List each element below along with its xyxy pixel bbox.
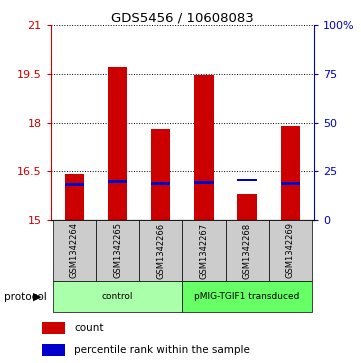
Bar	[139, 220, 182, 281]
Bar	[280, 182, 300, 185]
Bar	[194, 181, 214, 184]
Text: percentile rank within the sample: percentile rank within the sample	[74, 345, 250, 355]
Text: control: control	[102, 292, 133, 301]
Text: GSM1342266: GSM1342266	[156, 223, 165, 278]
Bar	[269, 220, 312, 281]
Bar	[238, 194, 257, 220]
Bar	[65, 174, 84, 220]
Title: GDS5456 / 10608083: GDS5456 / 10608083	[111, 11, 254, 24]
Bar	[65, 183, 84, 186]
Bar	[108, 180, 127, 183]
Bar	[53, 220, 96, 281]
Text: count: count	[74, 323, 104, 333]
Bar	[226, 220, 269, 281]
Bar	[43, 344, 65, 356]
Bar	[182, 220, 226, 281]
Text: pMIG-TGIF1 transduced: pMIG-TGIF1 transduced	[195, 292, 300, 301]
Bar	[151, 129, 170, 220]
Bar	[53, 281, 182, 312]
Bar	[96, 220, 139, 281]
Bar	[280, 126, 300, 220]
Bar	[43, 322, 65, 334]
Bar	[194, 75, 214, 220]
Bar	[238, 179, 257, 182]
Bar	[108, 68, 127, 220]
Text: protocol: protocol	[4, 292, 46, 302]
Text: ▶: ▶	[32, 292, 41, 302]
Text: GSM1342267: GSM1342267	[199, 223, 208, 278]
Text: GSM1342269: GSM1342269	[286, 223, 295, 278]
Text: GSM1342268: GSM1342268	[243, 223, 252, 278]
Bar	[182, 281, 312, 312]
Bar	[151, 182, 170, 185]
Text: GSM1342264: GSM1342264	[70, 223, 79, 278]
Text: GSM1342265: GSM1342265	[113, 223, 122, 278]
